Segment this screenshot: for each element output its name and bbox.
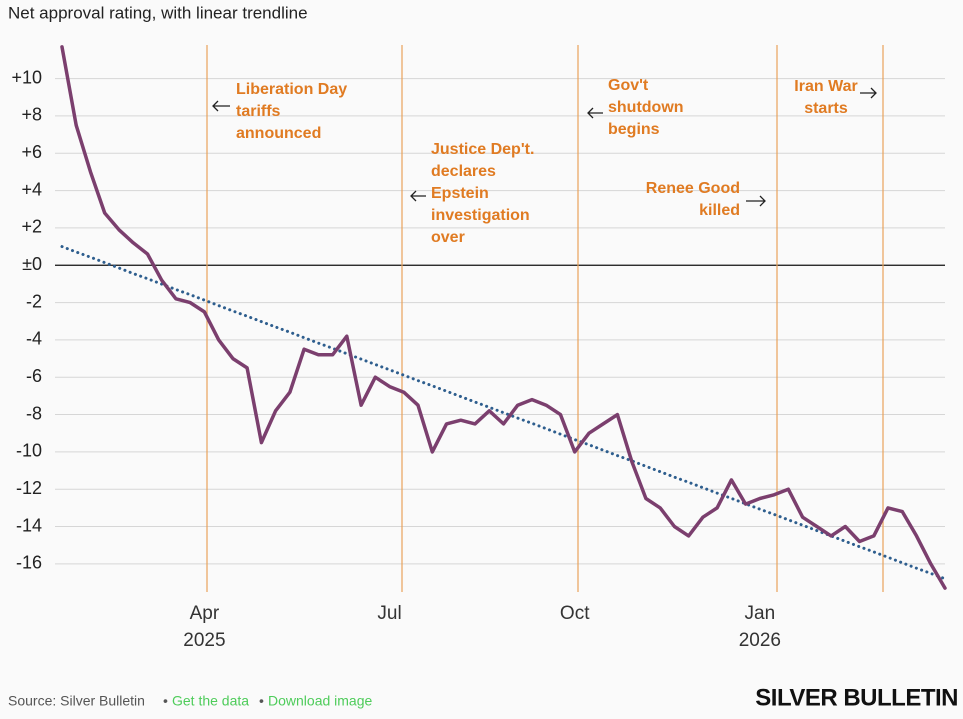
- annotation: Gov't: [608, 77, 649, 94]
- y-tick-label: -4: [26, 329, 42, 349]
- arrow: [587, 107, 603, 119]
- annotation: declares: [431, 163, 496, 180]
- y-tick-label: -10: [16, 441, 42, 461]
- y-tick-label: +10: [11, 67, 42, 87]
- annotation: begins: [608, 121, 660, 138]
- annotation: Renee Good: [646, 180, 740, 197]
- y-tick-label: -14: [16, 515, 42, 535]
- separator: •: [259, 693, 264, 709]
- trendline: [60, 245, 947, 581]
- y-tick-label: +8: [21, 105, 42, 125]
- logo: SILVER BULLETIN: [755, 684, 958, 711]
- annotation: investigation: [431, 207, 530, 224]
- x-year-label: 2026: [739, 630, 781, 651]
- annotation: announced: [236, 125, 321, 142]
- arrow: [746, 195, 766, 207]
- annotation: Epstein: [431, 185, 489, 202]
- separator: •: [163, 693, 168, 709]
- approval-line: [60, 45, 947, 590]
- annotation: tariffs: [236, 103, 281, 120]
- y-tick-label: -6: [26, 366, 42, 386]
- x-tick-label: Oct: [560, 603, 590, 624]
- y-tick-label: -8: [26, 403, 42, 423]
- annotation: starts: [804, 100, 848, 117]
- arrows: [212, 87, 877, 207]
- y-tick-label: +2: [21, 217, 42, 237]
- annotation: shutdown: [608, 99, 684, 116]
- x-year-label: 2025: [183, 630, 225, 651]
- chart-title: Net approval rating, with linear trendli…: [8, 3, 308, 22]
- x-tick-label: Jul: [377, 603, 401, 624]
- y-tick-label: -16: [16, 553, 42, 573]
- y-tick-label: ±0: [22, 254, 42, 274]
- annotation: killed: [699, 202, 740, 219]
- y-tick-label: +6: [21, 142, 42, 162]
- x-tick-label: Apr: [190, 603, 220, 624]
- link[interactable]: Get the data: [172, 693, 249, 709]
- arrow: [410, 190, 426, 202]
- annotation: Iran War: [794, 78, 857, 95]
- source: Source: Silver Bulletin: [8, 693, 145, 709]
- y-tick-label: -12: [16, 478, 42, 498]
- annotation: Justice Dep't.: [431, 141, 534, 158]
- arrow: [212, 100, 230, 112]
- link[interactable]: Download image: [268, 693, 372, 709]
- annotation: Liberation Day: [236, 81, 347, 98]
- arrow: [860, 87, 877, 99]
- y-tick-label: -2: [26, 291, 42, 311]
- annotation: over: [431, 229, 465, 246]
- y-tick-label: +4: [21, 179, 42, 199]
- x-tick-label: Jan: [745, 603, 776, 624]
